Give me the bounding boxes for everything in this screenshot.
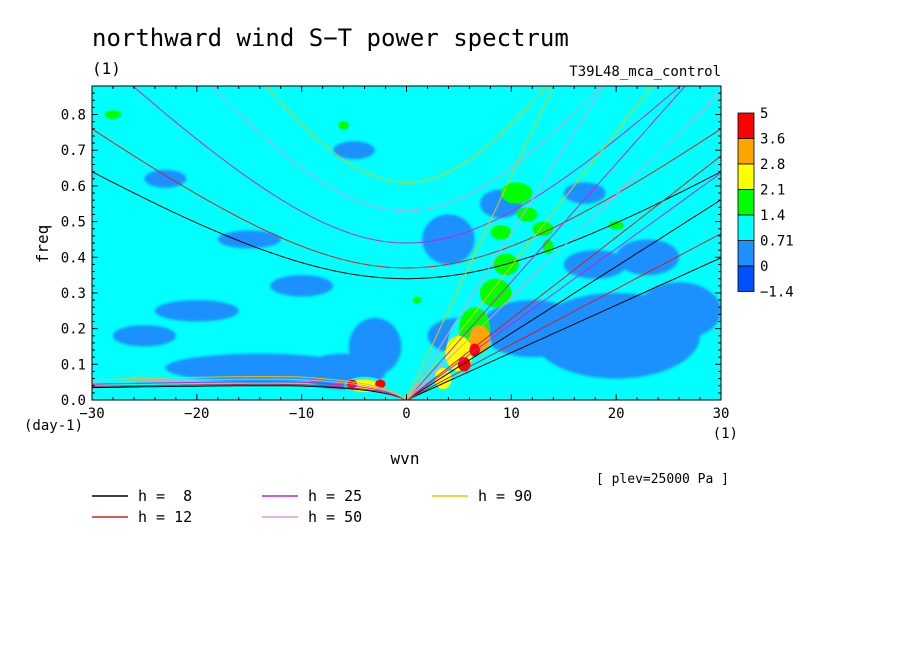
low-power-layer (112, 141, 721, 390)
gravity-wave-curve-h90 (265, 86, 548, 183)
dispersion-curves (92, 86, 721, 400)
legend: h = 8 h = 12 h = 25 h = 50 h = 90 (92, 487, 532, 526)
kelvin-wave-line-h25 (406, 86, 686, 400)
chart-title: northward wind S−T power spectrum (92, 24, 569, 52)
power-contour-patch (479, 278, 512, 308)
low-power-patch (333, 141, 376, 160)
colorbar-swatch (737, 189, 755, 216)
power-contour-patch (434, 367, 452, 390)
colorbar-label: 3.6 (760, 132, 785, 148)
y-tick-label: 0.6 (61, 179, 86, 195)
gravity-wave-curve-h8 (92, 171, 721, 280)
y-tick-label: 0.0 (61, 393, 86, 409)
x-axis-ticks: −30 −20 −10 0 10 20 30 (79, 86, 729, 422)
power-contour-patch (608, 220, 624, 230)
rossby-wave-curve-h50 (92, 378, 407, 400)
power-contour-patch (532, 221, 554, 236)
colorbar-label: 0.71 (760, 234, 794, 250)
x-axis-unit: (1) (713, 426, 738, 442)
y-tick-label: 0.8 (61, 108, 86, 124)
power-contour-patch (500, 182, 533, 204)
y-tick-label: 0.4 (61, 250, 86, 266)
low-power-patch (563, 182, 606, 204)
y-axis-unit: (day-1) (24, 418, 83, 434)
legend-label: h = 25 (308, 487, 362, 505)
colorbar-label: 5 (760, 106, 768, 122)
legend-entry: h = 8 (92, 487, 192, 505)
legend-entry: h = 12 (92, 508, 192, 526)
legend-entry: h = 25 (262, 487, 362, 505)
y-tick-label: 0.1 (61, 357, 86, 373)
kelvin-wave-line-h50 (406, 86, 605, 400)
mixed-wave-line-h50 (406, 92, 721, 400)
rossby-wave-curve-h90 (92, 376, 407, 400)
colorbar: 5 3.6 2.8 2.1 1.4 0.71 0 −1.4 (737, 106, 794, 301)
pressure-level-note: [ plev=25000 Pa ] (596, 472, 729, 487)
x-tick-label: 10 (503, 406, 520, 422)
legend-entry: h = 90 (432, 487, 532, 505)
power-contour-patch (338, 120, 349, 130)
colorbar-label: −1.4 (760, 285, 794, 301)
rossby-wave-curve-h8 (92, 385, 407, 400)
legend-label: h = 90 (478, 487, 532, 505)
kelvin-wave-line-h8 (406, 199, 721, 400)
power-contour-patch (516, 207, 538, 222)
colorbar-swatch (737, 163, 755, 190)
kelvin-wave-line-h12 (406, 155, 721, 400)
x-tick-label: −30 (79, 406, 104, 422)
colorbar-swatch (737, 214, 755, 241)
gravity-wave-curve-h25 (131, 86, 682, 244)
y-tick-label: 0.5 (61, 215, 86, 231)
low-power-patch (112, 325, 176, 347)
colorbar-swatch (737, 240, 755, 267)
y-axis-ticks: 0.0 0.1 0.2 0.3 0.4 0.5 0.6 0.7 0.8 (61, 92, 721, 409)
low-power-patch (165, 353, 355, 383)
colorbar-label: 2.1 (760, 183, 785, 199)
mixed-wave-line-h8 (406, 257, 721, 400)
power-contour-patch (104, 110, 122, 119)
low-power-patch (616, 239, 680, 276)
x-tick-label: −10 (289, 406, 314, 422)
low-power-patch (154, 300, 239, 322)
rossby-wave-curve-h12 (92, 383, 407, 400)
legend-entry: h = 50 (262, 508, 362, 526)
rossby-wave-curve-h25 (92, 381, 407, 400)
colorbar-label: 0 (760, 259, 768, 275)
colorbar-swatch (737, 265, 755, 292)
legend-label: h = 8 (138, 487, 192, 505)
x-tick-label: 20 (608, 406, 625, 422)
y-tick-label: 0.2 (61, 322, 86, 338)
plot-area (92, 86, 721, 400)
low-power-patch (637, 282, 721, 340)
x-axis-label: wvn (391, 449, 420, 468)
power-contour-patch (490, 225, 512, 240)
colorbar-swatch (737, 138, 755, 165)
mixed-wave-line-h90 (406, 86, 653, 400)
legend-label: h = 50 (308, 508, 362, 526)
kelvin-wave-line-h90 (406, 86, 554, 400)
gravity-wave-curve-h50 (210, 86, 603, 212)
low-power-patch (217, 230, 281, 249)
chart-subtitle: (1) (92, 59, 121, 78)
low-power-patch (144, 169, 187, 188)
experiment-label: T39L48_mca_control (569, 64, 721, 80)
power-contour-patch (375, 379, 386, 389)
y-tick-label: 0.3 (61, 286, 86, 302)
x-tick-label: 30 (713, 406, 730, 422)
y-axis-label: freq (33, 225, 52, 264)
colorbar-label: 2.8 (760, 157, 785, 173)
low-power-patch (270, 275, 334, 297)
low-power-patch (422, 214, 475, 265)
power-contour-patch (412, 296, 422, 304)
legend-label: h = 12 (138, 508, 192, 526)
x-tick-label: 0 (402, 406, 410, 422)
colorbar-label: 1.4 (760, 208, 785, 224)
y-tick-label: 0.7 (61, 143, 86, 159)
mixed-wave-line-h25 (406, 172, 721, 400)
mixed-wave-line-h12 (406, 233, 721, 400)
colorbar-swatch (737, 112, 755, 139)
x-tick-label: −20 (184, 406, 209, 422)
